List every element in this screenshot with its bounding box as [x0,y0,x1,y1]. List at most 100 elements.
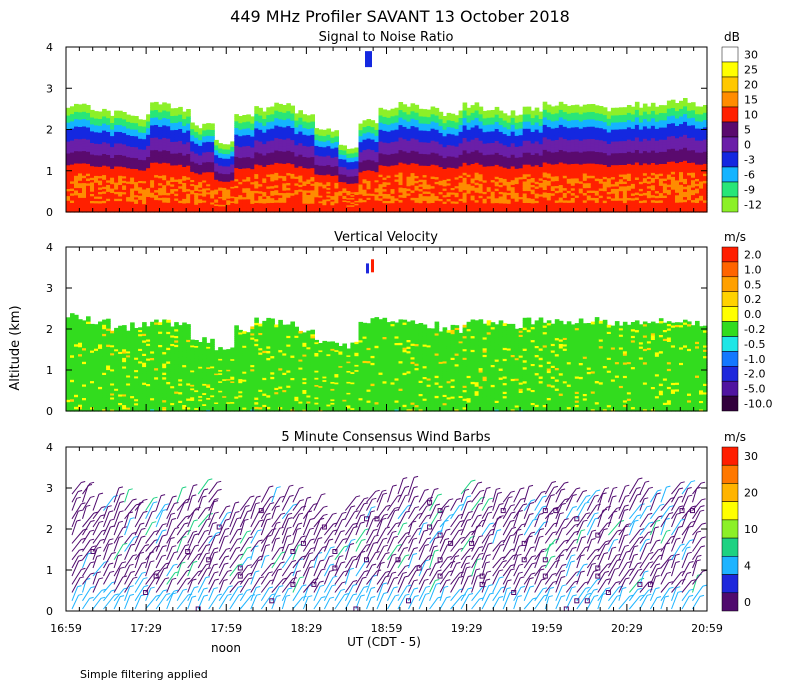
snr-cell [346,207,351,210]
snr-cell [414,163,420,167]
snr-cell [406,106,412,110]
snr-cell [434,115,440,118]
snr-cell [242,192,247,195]
snr-cell [270,161,275,165]
snr-cell [426,151,432,155]
snr-cell [482,150,488,153]
snr-cell [478,154,484,158]
snr-cell [66,171,71,175]
snr-cell [222,165,227,168]
snr-cell [502,207,508,211]
snr-cell [226,150,231,153]
snr-cell [278,209,283,213]
snr-cell [390,129,396,133]
snr-cell [90,149,95,153]
snr-cell [206,147,211,150]
snr-cell [210,175,215,179]
snr-cell [134,179,139,183]
snr-cell [74,202,79,206]
snr-cell [98,145,103,149]
snr-cell [210,199,215,203]
snr-cell [86,209,91,213]
snr-cell [258,150,263,154]
snr-cell [242,181,247,184]
snr-cell [146,198,151,202]
snr-cell [302,116,307,120]
snr-cell [378,176,384,180]
snr-cell [86,195,91,198]
snr-cell [194,147,199,150]
snr-cell [326,168,331,171]
snr-cell [134,142,139,145]
snr-cell [146,200,151,204]
snr-cell [270,123,275,127]
snr-cell [314,210,319,213]
snr-cell [290,163,295,167]
snr-cell [86,119,91,123]
snr-cell [130,131,135,134]
snr-cell [246,180,251,184]
snr-cell [74,140,79,144]
snr-cell [394,178,400,182]
snr-cell [274,194,279,198]
snr-cell [238,126,243,130]
snr-cell [178,109,183,113]
snr-cell [474,109,480,113]
snr-cell [378,174,384,178]
snr-cell [286,132,291,136]
snr-cell [446,194,452,197]
snr-cell [70,183,75,187]
snr-cell [162,204,167,208]
snr-cell [162,144,167,148]
snr-cell [262,157,267,161]
snr-cell [218,152,223,155]
snr-cell [518,192,524,195]
snr-cell [386,117,392,121]
snr-cell [78,104,83,108]
snr-cell [378,119,384,123]
snr-cell [310,163,315,166]
snr-cell [310,134,315,138]
snr-cell [262,184,267,188]
snr-cell [474,112,480,116]
snr-cell [398,137,404,141]
snr-cell [418,174,424,178]
snr-cell [134,148,139,152]
snr-cell [226,162,231,165]
snr-cell [438,164,444,168]
snr-cell [258,112,263,116]
snr-cell [74,180,79,184]
snr-cell [382,158,388,162]
snr-cell [414,124,420,128]
snr-cell [330,149,335,153]
snr-cell [418,151,424,154]
snr-cell [258,202,263,206]
snr-cell [246,118,251,122]
snr-cell [78,209,83,213]
snr-cell [286,113,291,117]
snr-cell [282,107,287,111]
snr-cell [174,148,179,152]
snr-cell [310,147,315,151]
snr-cell [190,136,195,140]
snr-cell [138,184,143,188]
snr-cell [210,149,215,153]
snr-cell [366,203,372,207]
snr-cell [198,202,203,205]
snr-cell [178,173,183,177]
snr-cell [110,118,115,121]
snr-cell [154,174,159,178]
snr-cell [410,204,416,208]
snr-cell [162,124,167,128]
snr-cell [146,207,151,211]
snr-cell [510,147,516,151]
snr-cell [258,152,263,156]
snr-cell [290,120,295,124]
snr-cell [350,152,355,155]
snr-cell [394,185,400,189]
snr-cell [94,145,99,149]
snr-cell [226,156,231,159]
snr-cell [190,142,195,146]
snr-cell [382,160,388,164]
snr-cell [146,165,151,169]
